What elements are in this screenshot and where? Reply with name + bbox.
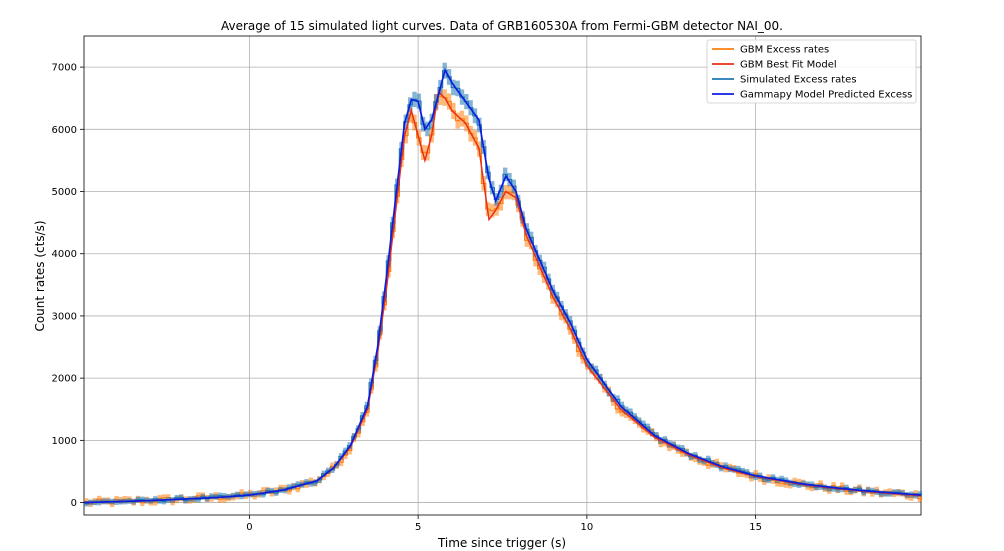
x-ticks: 0 5 10 15: [246, 515, 762, 533]
y-tick-label-2: 2000: [52, 374, 77, 385]
gammapy-model-line: [83, 67, 922, 504]
legend: GBM Excess rates GBM Best Fit Model Simu…: [706, 39, 917, 104]
y-tick-label-6: 6000: [52, 125, 77, 136]
gbm-excess-series-line: [84, 96, 923, 505]
gbm-excess-series: [84, 88, 923, 508]
x-tick-label-1: 5: [415, 522, 421, 533]
legend-label-sim-excess: Simulated Excess rates: [740, 75, 857, 86]
y-ticks: 0 1000 2000 3000 4000 5000 6000 7000: [52, 63, 84, 509]
y-tick-label-5: 5000: [52, 187, 77, 198]
sim-excess-series-line: [84, 70, 923, 505]
legend-label-gbm-model: GBM Best Fit Model: [740, 60, 837, 71]
chart-title: Average of 15 simulated light curves. Da…: [221, 19, 783, 33]
y-tick-label-7: 7000: [52, 63, 77, 74]
plot-frame: [83, 35, 922, 516]
legend-label-gammapy-model: Gammapy Model Predicted Excess: [740, 90, 912, 101]
legend-label-gbm-excess: GBM Excess rates: [740, 45, 829, 56]
y-axis-label: Count rates (cts/s): [33, 220, 47, 331]
y-tick-label-1: 1000: [52, 436, 77, 447]
legend-box: [706, 39, 917, 104]
y-tick-label-0: 0: [71, 498, 77, 509]
grid: [84, 36, 921, 515]
x-tick-label-0: 0: [246, 522, 252, 533]
gbm-best-fit-line: [83, 90, 922, 504]
x-axis-label: Time since trigger (s): [437, 536, 566, 550]
x-tick-label-3: 15: [749, 522, 762, 533]
y-tick-label-4: 4000: [52, 249, 77, 260]
data-layer: [83, 62, 923, 508]
y-tick-label-3: 3000: [52, 311, 77, 322]
x-tick-label-2: 10: [581, 522, 594, 533]
